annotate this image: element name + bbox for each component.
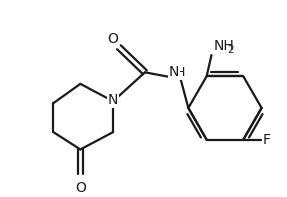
Text: O: O <box>108 32 119 46</box>
Text: 2: 2 <box>227 45 234 55</box>
Text: N: N <box>108 93 118 107</box>
Text: O: O <box>75 181 86 195</box>
Text: F: F <box>262 133 270 147</box>
Text: H: H <box>176 66 185 79</box>
Text: NH: NH <box>214 39 234 53</box>
Text: N: N <box>169 65 179 79</box>
